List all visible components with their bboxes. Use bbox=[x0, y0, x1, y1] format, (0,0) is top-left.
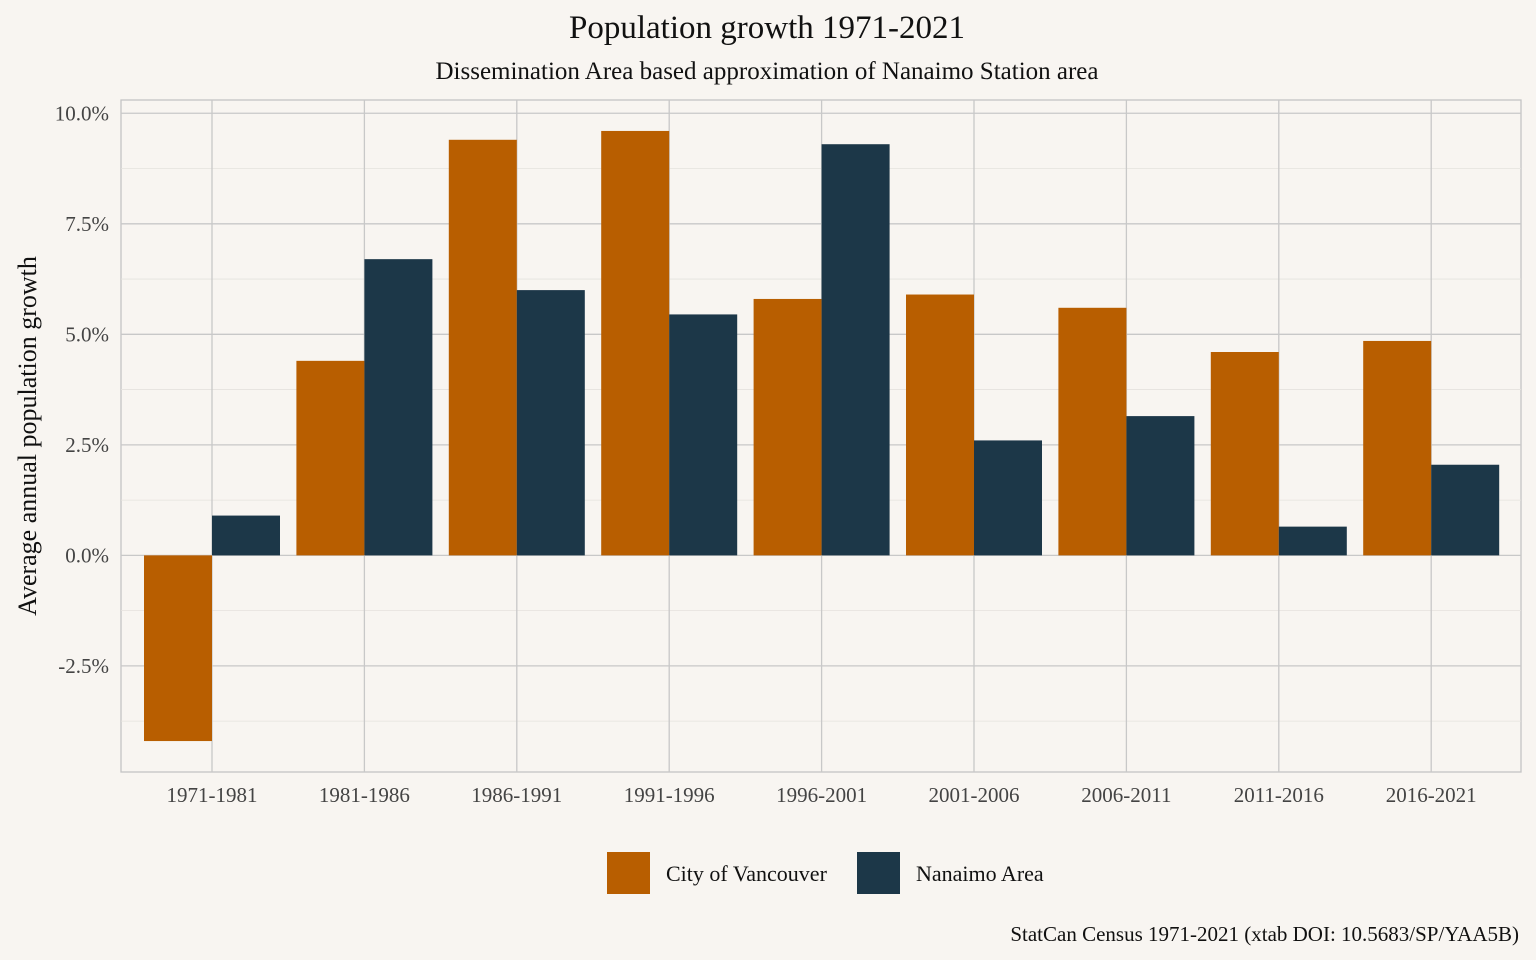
legend-swatch bbox=[607, 852, 650, 894]
y-tick-label: -2.5% bbox=[58, 654, 109, 678]
x-tick-label: 2016-2021 bbox=[1386, 783, 1477, 807]
bar-city-of-vancouver-2001-2006 bbox=[906, 294, 974, 556]
legend-label: City of Vancouver bbox=[666, 861, 828, 886]
bar-city-of-vancouver-1996-2001 bbox=[753, 298, 822, 556]
chart-caption: StatCan Census 1971-2021 (xtab DOI: 10.5… bbox=[1010, 922, 1519, 946]
y-tick-label: 7.5% bbox=[65, 212, 109, 236]
bar-city-of-vancouver-1981-1986 bbox=[296, 360, 365, 556]
bar-nanaimo-area-2011-2016 bbox=[1278, 526, 1347, 556]
bar-nanaimo-area-2016-2021 bbox=[1431, 464, 1500, 556]
chart-title: Population growth 1971-2021 bbox=[569, 10, 965, 46]
x-tick-label: 2011-2016 bbox=[1234, 783, 1324, 807]
y-tick-label: 0.0% bbox=[65, 543, 109, 567]
legend-swatch bbox=[857, 852, 900, 894]
x-tick-label: 2001-2006 bbox=[929, 783, 1020, 807]
bar-nanaimo-area-1986-1991 bbox=[516, 290, 585, 556]
bar-nanaimo-area-2006-2011 bbox=[1126, 416, 1195, 556]
x-tick-label: 1981-1986 bbox=[319, 783, 410, 807]
y-tick-label: 2.5% bbox=[65, 433, 109, 457]
legend-label: Nanaimo Area bbox=[916, 861, 1044, 886]
bar-city-of-vancouver-1986-1991 bbox=[448, 139, 517, 556]
y-tick-label: 5.0% bbox=[65, 322, 109, 346]
bar-nanaimo-area-1981-1986 bbox=[364, 259, 433, 556]
x-tick-label: 2006-2011 bbox=[1081, 783, 1171, 807]
bar-nanaimo-area-2001-2006 bbox=[974, 440, 1042, 556]
plot-area: -2.5% 0.0% 2.5% 5.0% 7.5% 10.0% 1971-1981 1981-… bbox=[55, 99, 1522, 807]
y-axis-label: Average annual population growth bbox=[13, 256, 42, 616]
bar-nanaimo-area-1991-1996 bbox=[669, 314, 738, 556]
x-tick-label: 1971-1981 bbox=[167, 783, 258, 807]
bar-city-of-vancouver-2006-2011 bbox=[1058, 307, 1127, 556]
bar-city-of-vancouver-2011-2016 bbox=[1210, 352, 1279, 556]
chart-subtitle: Dissemination Area based approximation o… bbox=[435, 58, 1098, 85]
x-tick-label: 1996-2001 bbox=[776, 783, 867, 807]
bar-nanaimo-area-1971-1981 bbox=[212, 515, 280, 556]
y-tick-label: 10.0% bbox=[55, 101, 109, 125]
x-tick-label: 1991-1996 bbox=[624, 783, 715, 807]
legend: City of Vancouver Nanaimo Area bbox=[607, 852, 1044, 894]
bar-city-of-vancouver-1971-1981 bbox=[144, 555, 212, 742]
bar-nanaimo-area-1996-2001 bbox=[821, 144, 890, 556]
bar-city-of-vancouver-2016-2021 bbox=[1363, 340, 1432, 556]
bar-city-of-vancouver-1991-1996 bbox=[601, 130, 670, 556]
x-tick-label: 1986-1991 bbox=[471, 783, 562, 807]
